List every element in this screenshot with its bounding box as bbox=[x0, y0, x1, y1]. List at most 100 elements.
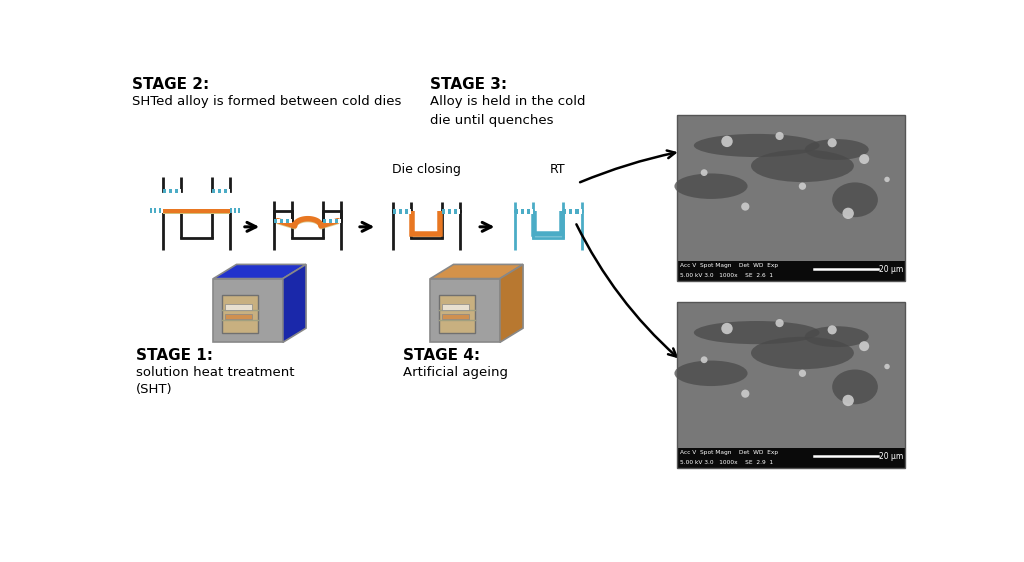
Circle shape bbox=[859, 154, 869, 164]
Bar bbox=[529, 210, 532, 214]
Bar bbox=[175, 189, 178, 193]
Text: 20 μm: 20 μm bbox=[880, 265, 904, 274]
Text: STAGE 2:: STAGE 2: bbox=[132, 76, 209, 92]
Bar bbox=[454, 210, 457, 214]
Bar bbox=[226, 189, 229, 193]
Bar bbox=[215, 189, 217, 193]
Circle shape bbox=[885, 364, 890, 369]
Text: (SHT): (SHT) bbox=[136, 383, 172, 396]
Bar bbox=[441, 210, 444, 214]
Circle shape bbox=[721, 136, 733, 147]
Bar bbox=[166, 189, 169, 193]
Text: 20 μm: 20 μm bbox=[880, 452, 904, 461]
Bar bbox=[393, 210, 396, 214]
Bar bbox=[231, 208, 233, 214]
Bar bbox=[172, 189, 175, 193]
Bar bbox=[327, 219, 329, 223]
Bar bbox=[155, 208, 157, 214]
Text: STAGE 1:: STAGE 1: bbox=[136, 348, 213, 362]
Bar bbox=[442, 314, 469, 319]
Circle shape bbox=[885, 176, 890, 182]
Bar bbox=[579, 210, 582, 214]
Bar bbox=[677, 302, 905, 448]
Bar bbox=[225, 305, 253, 310]
Bar bbox=[677, 302, 905, 468]
Bar bbox=[241, 208, 243, 214]
Ellipse shape bbox=[694, 134, 819, 157]
Polygon shape bbox=[500, 264, 523, 342]
Circle shape bbox=[843, 395, 854, 406]
Bar bbox=[332, 219, 335, 223]
Bar bbox=[575, 210, 579, 214]
Text: Acc V  Spot Magn    Det  WD  Exp: Acc V Spot Magn Det WD Exp bbox=[680, 264, 778, 268]
Ellipse shape bbox=[805, 139, 868, 160]
Bar bbox=[222, 295, 258, 333]
Text: STAGE 3:: STAGE 3: bbox=[430, 76, 507, 92]
Bar bbox=[223, 189, 226, 193]
Text: RT: RT bbox=[550, 162, 565, 175]
Ellipse shape bbox=[833, 369, 878, 404]
Circle shape bbox=[799, 370, 806, 377]
Bar bbox=[677, 448, 905, 468]
Polygon shape bbox=[283, 264, 306, 342]
Bar bbox=[399, 210, 402, 214]
Bar bbox=[566, 210, 569, 214]
Bar bbox=[274, 219, 278, 223]
Circle shape bbox=[700, 356, 708, 363]
Bar bbox=[442, 305, 469, 310]
Bar bbox=[281, 219, 284, 223]
Circle shape bbox=[775, 132, 783, 140]
Bar bbox=[163, 209, 229, 212]
Bar bbox=[236, 208, 238, 214]
Bar bbox=[213, 279, 283, 342]
Bar bbox=[526, 210, 529, 214]
Bar bbox=[520, 210, 523, 214]
Polygon shape bbox=[430, 264, 523, 279]
Bar bbox=[220, 189, 223, 193]
Bar bbox=[159, 208, 161, 214]
Bar bbox=[238, 208, 241, 214]
Bar bbox=[278, 219, 281, 223]
Bar bbox=[169, 189, 172, 193]
Text: STAGE 4:: STAGE 4: bbox=[403, 348, 480, 362]
Ellipse shape bbox=[833, 183, 878, 217]
Bar bbox=[225, 314, 253, 319]
Bar bbox=[287, 219, 290, 223]
Ellipse shape bbox=[751, 149, 854, 182]
Bar bbox=[430, 279, 500, 342]
Bar bbox=[677, 115, 905, 281]
Text: die until quenches: die until quenches bbox=[430, 114, 554, 126]
Circle shape bbox=[859, 341, 869, 351]
Circle shape bbox=[827, 325, 837, 334]
Circle shape bbox=[741, 389, 750, 398]
Circle shape bbox=[741, 202, 750, 211]
Circle shape bbox=[827, 138, 837, 147]
Ellipse shape bbox=[675, 361, 748, 386]
Polygon shape bbox=[213, 264, 306, 279]
Bar bbox=[444, 210, 447, 214]
Text: Artificial ageing: Artificial ageing bbox=[403, 366, 508, 379]
Bar bbox=[677, 115, 905, 261]
Bar bbox=[438, 295, 475, 333]
Ellipse shape bbox=[694, 321, 819, 344]
Circle shape bbox=[700, 169, 708, 176]
Text: Die closing: Die closing bbox=[392, 162, 461, 175]
Bar bbox=[515, 210, 517, 214]
Bar bbox=[329, 219, 332, 223]
Bar bbox=[157, 208, 159, 214]
Text: Acc V  Spot Magn    Det  WD  Exp: Acc V Spot Magn Det WD Exp bbox=[680, 450, 778, 455]
Bar bbox=[338, 219, 341, 223]
Bar bbox=[233, 208, 236, 214]
Bar bbox=[178, 189, 181, 193]
Bar bbox=[457, 210, 460, 214]
Bar bbox=[517, 210, 520, 214]
Text: SHTed alloy is formed between cold dies: SHTed alloy is formed between cold dies bbox=[132, 95, 401, 108]
Ellipse shape bbox=[751, 337, 854, 369]
Circle shape bbox=[843, 208, 854, 219]
Ellipse shape bbox=[805, 326, 868, 347]
Circle shape bbox=[721, 323, 733, 334]
Text: 5.00 kV 3.0   1000x    SE  2.6  1: 5.00 kV 3.0 1000x SE 2.6 1 bbox=[680, 273, 773, 278]
Bar bbox=[447, 210, 451, 214]
Bar bbox=[396, 210, 399, 214]
Circle shape bbox=[799, 183, 806, 190]
